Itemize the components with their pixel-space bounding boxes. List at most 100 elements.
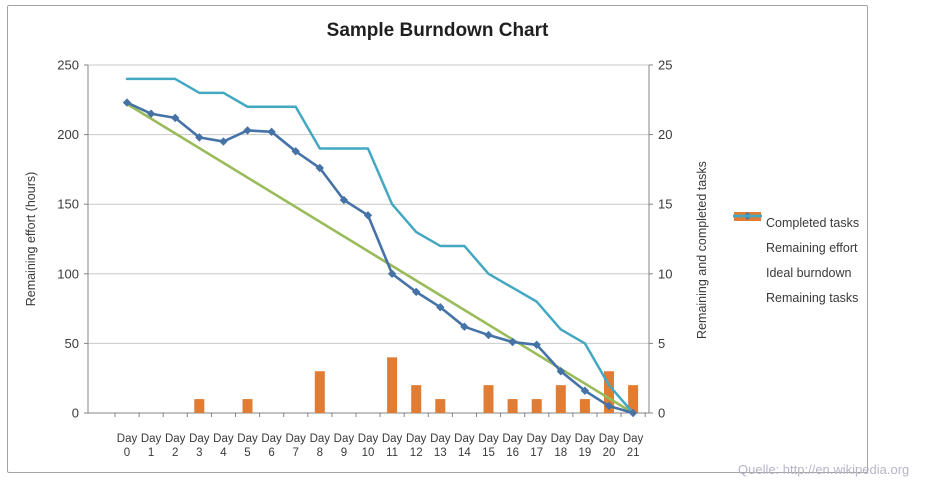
x-tick-label: Day <box>526 433 547 445</box>
remaining-effort-marker <box>628 408 638 418</box>
x-tick-label: Day <box>478 433 499 445</box>
x-tick-label: 3 <box>196 447 202 459</box>
completed-tasks-bar <box>579 399 590 413</box>
x-tick-label: Day <box>502 433 523 445</box>
x-tick-label: Day <box>165 433 186 445</box>
legend-label: Ideal burndown <box>766 265 852 280</box>
right-axis-title: Remaining and completed tasks <box>695 161 709 339</box>
remaining-effort-marker <box>315 163 324 173</box>
y-tick-label-left: 200 <box>57 127 79 142</box>
x-tick-label: Day <box>430 433 451 445</box>
remaining-effort-marker <box>604 401 614 411</box>
x-tick-label: 18 <box>554 447 567 459</box>
x-tick-label: Day <box>454 433 475 445</box>
y-tick-label-left: 250 <box>57 58 79 73</box>
remaining-effort-marker <box>460 322 469 331</box>
completed-tasks-bar <box>314 371 325 413</box>
completed-tasks-bar <box>531 399 542 413</box>
x-tick-label: 14 <box>458 447 471 459</box>
remaining-effort-marker <box>339 195 349 205</box>
completed-tasks-bar <box>435 399 446 413</box>
ideal-burndown-line <box>125 102 635 415</box>
x-tick-label: 17 <box>530 447 543 459</box>
x-tick-label: 2 <box>172 447 178 459</box>
x-tick-label: 8 <box>317 447 323 459</box>
legend-line-swatch <box>733 214 762 218</box>
x-tick-label: 5 <box>244 447 250 459</box>
x-tick-label: Day <box>285 433 306 445</box>
x-tick-label: Day <box>213 433 234 445</box>
completed-tasks-bar <box>483 385 494 413</box>
x-tick-label: 12 <box>410 447 423 459</box>
x-tick-label: Day <box>382 433 403 445</box>
legend-item-ideal-burndown: Ideal burndown <box>733 214 859 285</box>
y-tick-label-left: 150 <box>57 197 79 212</box>
remaining-effort-marker <box>532 340 541 349</box>
x-tick-label: 15 <box>482 447 495 459</box>
remaining-effort-line <box>125 101 635 415</box>
y-tick-label-left: 50 <box>65 336 79 351</box>
legend-item-remaining-tasks: Remaining tasks <box>733 214 859 310</box>
completed-tasks-bar <box>194 399 205 413</box>
remaining-effort-marker <box>580 386 590 395</box>
remaining-effort-marker <box>363 211 373 220</box>
completed-tasks-bar <box>628 385 639 413</box>
x-tick-label: Day <box>334 433 355 445</box>
remaining-effort-marker <box>195 133 204 142</box>
remaining-effort-marker <box>243 126 252 135</box>
legend-item-remaining-effort: Remaining effort <box>733 212 859 260</box>
x-tick-label: 9 <box>341 447 347 459</box>
x-tick-label: 11 <box>386 447 398 459</box>
x-tick-label: Day <box>551 433 572 445</box>
completed-tasks-bar <box>604 371 614 413</box>
x-tick-label: Day <box>237 433 258 445</box>
y-tick-label-right: 10 <box>658 266 672 281</box>
x-tick-label: 4 <box>220 447 227 459</box>
left-axis-title: Remaining effort (hours) <box>24 171 38 307</box>
y-tick-label-right: 5 <box>658 336 665 351</box>
x-tick-label: 16 <box>506 447 519 459</box>
legend: Completed tasks Remaining effort Ideal bur… <box>733 210 859 310</box>
x-tick-label: Day <box>599 433 620 445</box>
x-tick-label: Day <box>623 433 644 445</box>
remaining-effort-marker <box>387 269 397 278</box>
remaining-effort-marker <box>484 330 493 340</box>
x-tick-label: 20 <box>603 447 616 459</box>
remaining-effort-marker <box>219 137 228 146</box>
remaining-effort-marker <box>556 367 565 376</box>
y-tick-label-right: 25 <box>658 58 672 73</box>
x-tick-label: Day <box>310 433 331 445</box>
remaining-effort-marker <box>122 98 132 107</box>
x-tick-label: Day <box>141 433 162 445</box>
remaining-effort-marker <box>508 337 517 347</box>
completed-tasks-bar <box>507 399 518 413</box>
chart-title: Sample Burndown Chart <box>326 20 549 41</box>
x-tick-label: 13 <box>434 447 447 459</box>
remaining-effort-marker <box>291 147 300 156</box>
legend-label: Remaining tasks <box>766 290 859 305</box>
remaining-effort-marker <box>146 109 156 118</box>
remaining-effort-marker <box>171 113 180 123</box>
x-tick-label: 0 <box>124 447 130 459</box>
remaining-tasks-line <box>125 77 635 415</box>
completed-tasks-bar <box>242 399 253 413</box>
x-tick-label: Day <box>575 433 596 445</box>
x-tick-label: Day <box>189 433 210 445</box>
x-tick-label: 10 <box>362 447 375 459</box>
x-tick-label: Day <box>117 433 138 445</box>
legend-label: Remaining effort <box>766 240 858 255</box>
completed-tasks-bar <box>387 357 398 413</box>
x-tick-label: 7 <box>292 447 298 459</box>
x-tick-label: 21 <box>627 447 640 459</box>
remaining-effort-marker <box>412 287 421 297</box>
source-watermark: Quelle: http://en.wikipedia.org <box>738 462 910 477</box>
y-tick-label-right: 0 <box>658 406 665 421</box>
legend-label: Completed tasks <box>766 215 860 230</box>
x-tick-label: Day <box>358 433 379 445</box>
x-tick-label: 1 <box>148 447 154 459</box>
chart-frame <box>7 5 868 473</box>
remaining-effort-marker <box>436 303 445 312</box>
completed-tasks-bar <box>411 385 422 413</box>
y-tick-label-right: 15 <box>658 197 672 212</box>
